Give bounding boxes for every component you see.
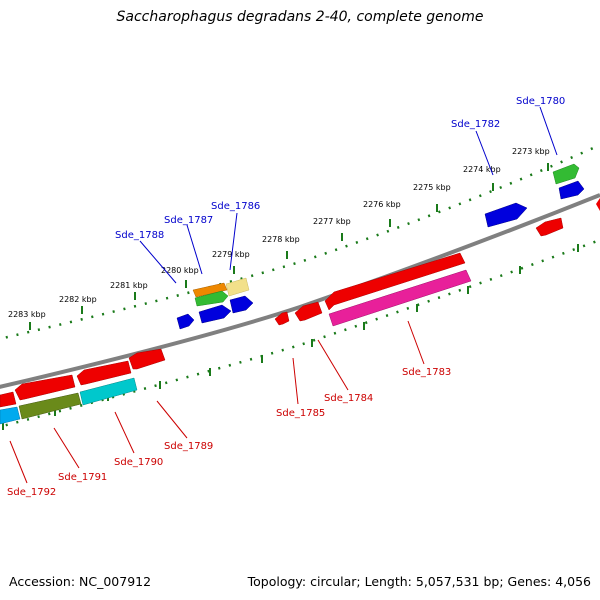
genome-backbone [0, 193, 600, 389]
gene-label-sde1790[interactable]: Sde_1790 [114, 457, 163, 468]
gene-label-sde1787[interactable]: Sde_1787 [164, 215, 213, 226]
gene-sde1784[interactable] [294, 301, 323, 322]
gene-label-sde1780[interactable]: Sde_1780 [516, 96, 565, 107]
gene-label-sde1791[interactable]: Sde_1791 [58, 472, 107, 483]
gene-label-sde1783[interactable]: Sde_1783 [402, 367, 451, 378]
tick-label: 2278 kbp [262, 235, 300, 244]
gene-label-sde1784[interactable]: Sde_1784 [324, 393, 373, 404]
gene-sde1781r[interactable] [535, 217, 564, 237]
gene-sde1787b[interactable] [194, 290, 229, 307]
accession-text: Accession: NC_007912 [9, 574, 152, 589]
tick-label: 2280 kbp [161, 266, 199, 275]
genome-title: Saccharophagus degradans 2-40, complete … [116, 9, 484, 25]
gene-sde1791a[interactable] [14, 374, 76, 401]
gene-label-sde1785[interactable]: Sde_1785 [276, 408, 325, 419]
gene-sde1792a[interactable] [0, 391, 17, 408]
tick-label: 2275 kbp [413, 183, 451, 192]
tick-label: 2277 kbp [313, 217, 351, 226]
tick-label: 2273 kbp [512, 147, 550, 156]
forward-genes [176, 163, 585, 330]
tick-label: 2279 kbp [212, 250, 250, 259]
gene-sde1790[interactable] [79, 377, 138, 406]
gene-sde1782[interactable] [484, 202, 528, 228]
gene-sde1785f[interactable] [229, 295, 254, 314]
gene-label-sde1788[interactable]: Sde_1788 [115, 230, 164, 241]
outer-major-ticks [29, 163, 549, 330]
gene-sde1789[interactable] [128, 348, 166, 370]
gene-sde1780[interactable] [552, 163, 580, 185]
gene-sde1781[interactable] [558, 180, 585, 200]
reverse-genes [0, 198, 600, 425]
tick-label: 2276 kbp [363, 200, 401, 209]
gene-sde1787[interactable] [192, 282, 228, 298]
tick-label: 2283 kbp [8, 310, 46, 319]
reverse-leaders [9, 320, 425, 484]
gene-red-right[interactable] [596, 198, 600, 211]
gene-label-sde1789[interactable]: Sde_1789 [164, 441, 213, 452]
outer-scale-dots [0, 143, 600, 341]
gene-sde1790a[interactable] [76, 360, 132, 386]
gene-sde1791[interactable] [18, 392, 82, 420]
forward-leaders [139, 106, 558, 284]
forward-labels: Sde_1780 Sde_1782 Sde_1786 Sde_1787 Sde_… [115, 96, 565, 241]
tick-label: 2281 kbp [110, 281, 148, 290]
reverse-labels: Sde_1783 Sde_1784 Sde_1785 Sde_1789 Sde_… [7, 367, 451, 498]
inner-scale-dots [0, 238, 600, 428]
gene-sde1792[interactable] [0, 406, 21, 425]
gene-sde1789f[interactable] [176, 313, 195, 330]
gene-sde1786[interactable] [225, 277, 250, 297]
tick-labels: 2273 kbp 2274 kbp 2275 kbp 2276 kbp 2277… [8, 147, 550, 319]
tick-label: 2282 kbp [59, 295, 97, 304]
gene-label-sde1782[interactable]: Sde_1782 [451, 119, 500, 130]
gene-sde1785[interactable] [274, 311, 290, 326]
gene-sde1788[interactable] [198, 304, 232, 324]
gene-sde1783[interactable] [328, 269, 472, 327]
tick-label: 2274 kbp [463, 165, 501, 174]
genome-stats-text: Topology: circular; Length: 5,057,531 bp… [247, 574, 591, 589]
gene-label-sde1786[interactable]: Sde_1786 [211, 201, 260, 212]
gene-label-sde1792[interactable]: Sde_1792 [7, 487, 56, 498]
gene-sde1783a[interactable] [324, 252, 466, 311]
